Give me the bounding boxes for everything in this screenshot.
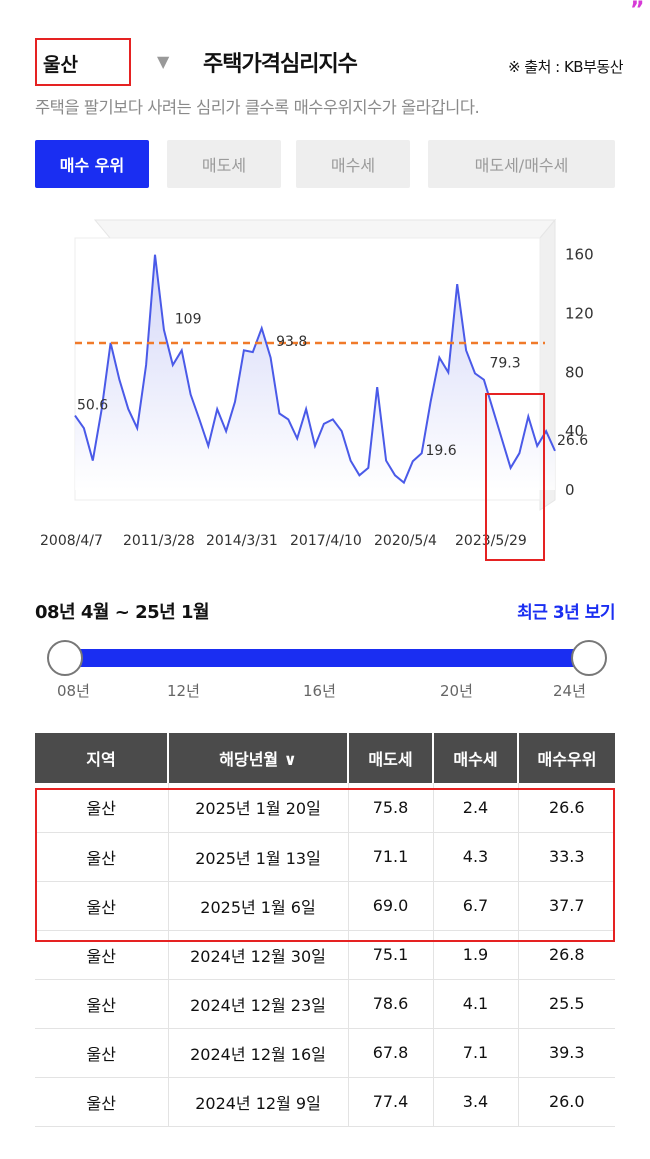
tab-buying[interactable]: 매수세 (296, 140, 410, 188)
series-line (74, 254, 556, 485)
region-select[interactable]: 울산 ▼ (35, 38, 195, 86)
cell-buyer-dominance: 26.6 (518, 783, 615, 833)
column-header-buyer-dominance: 매수우위 (518, 733, 615, 783)
table-row: 울산 2025년 1월 13일 71.1 4.3 33.3 (35, 832, 615, 882)
cell-date: 2024년 12월 9일 (168, 1077, 349, 1127)
table-row: 울산 2024년 12월 23일 78.6 4.1 25.5 (35, 979, 615, 1029)
cell-date: 2024년 12월 23일 (168, 979, 349, 1029)
index-chart-svg: 0 40 80 120 160 2008/4/7 2011/3/28 2014/3/31 201… (40, 218, 594, 549)
cell-region: 울산 (35, 783, 169, 833)
cell-selling: 69.0 (348, 881, 434, 931)
cell-date: 2025년 1월 13일 (168, 832, 349, 882)
slider-handle-start[interactable] (47, 640, 83, 676)
column-header-buying: 매수세 (433, 733, 519, 783)
y-tick-label: 40 (565, 422, 584, 440)
y-tick-label: 0 (565, 481, 575, 499)
slider-handle-end[interactable] (571, 640, 607, 676)
cell-buyer-dominance: 39.3 (518, 1028, 615, 1078)
quote-mark: ” (630, 0, 645, 23)
x-tick-label: 2023/5/29 (455, 533, 527, 549)
cell-buying: 7.1 (433, 1028, 519, 1078)
dropdown-triangle-icon[interactable]: ▼ (157, 52, 170, 71)
data-label: 93.8 (276, 334, 307, 350)
slider-track[interactable] (65, 649, 589, 667)
chart-highlight-box (485, 393, 545, 561)
cell-date: 2025년 1월 20일 (168, 783, 349, 833)
slider-tick: 16년 (303, 682, 336, 700)
tab-selling-buying[interactable]: 매도세/매수세 (428, 140, 615, 188)
slider-tick: 24년 (553, 682, 586, 700)
table-row: 울산 2024년 12월 16일 67.8 7.1 39.3 (35, 1028, 615, 1078)
cell-region: 울산 (35, 930, 169, 980)
cell-buyer-dominance: 26.0 (518, 1077, 615, 1127)
cell-selling: 71.1 (348, 832, 434, 882)
index-chart: 0 40 80 120 160 2008/4/7 2011/3/28 2014/3/31 201… (35, 200, 635, 580)
cell-buyer-dominance: 25.5 (518, 979, 615, 1029)
cell-selling: 77.4 (348, 1077, 434, 1127)
cell-selling: 75.8 (348, 783, 434, 833)
slider-tick: 20년 (440, 682, 473, 700)
page-title: 주택가격심리지수 (203, 52, 358, 77)
cell-selling: 67.8 (348, 1028, 434, 1078)
cell-date: 2024년 12월 16일 (168, 1028, 349, 1078)
cell-buying: 4.3 (433, 832, 519, 882)
x-tick-label: 2020/5/4 (374, 533, 437, 549)
y-tick-label: 160 (565, 246, 594, 264)
table-row: 울산 2024년 12월 30일 75.1 1.9 26.8 (35, 930, 615, 980)
cell-buyer-dominance: 37.7 (518, 881, 615, 931)
cell-region: 울산 (35, 1028, 169, 1078)
tab-bar: 매수 우위 매도세 매수세 매도세/매수세 (35, 140, 615, 188)
page-subtitle: 주택을 팔기보다 사려는 심리가 클수록 매수우위지수가 올라갑니다. (35, 98, 480, 117)
cell-region: 울산 (35, 979, 169, 1029)
cell-selling: 75.1 (348, 930, 434, 980)
slider-tick: 12년 (167, 682, 200, 700)
table-row: 울산 2025년 1월 20일 75.8 2.4 26.6 (35, 783, 615, 833)
cell-buying: 6.7 (433, 881, 519, 931)
data-label: 50.6 (77, 398, 108, 414)
cell-buying: 2.4 (433, 783, 519, 833)
region-highlight-box (35, 38, 131, 86)
data-table: 지역 해당년월 ∨ 매도세 매수세 매수우위 울산 2025년 1월 20일 7… (35, 733, 615, 1127)
range-row: 08년 4월 ~ 25년 1월 최근 3년 보기 (35, 596, 615, 626)
cell-buyer-dominance: 33.3 (518, 832, 615, 882)
table-row: 울산 2024년 12월 9일 77.4 3.4 26.0 (35, 1077, 615, 1127)
series-area (75, 254, 555, 490)
region-select-value: 울산 (43, 54, 78, 76)
range-label: 08년 4월 ~ 25년 1월 (35, 602, 210, 623)
y-tick-label: 120 (565, 305, 594, 323)
column-header-date[interactable]: 해당년월 ∨ (168, 733, 349, 783)
date-range-slider[interactable] (45, 638, 609, 678)
tab-buyer-dominance[interactable]: 매수 우위 (35, 140, 149, 188)
x-tick-label: 2011/3/28 (123, 533, 195, 549)
header: 울산 ▼ 주택가격심리지수 ※ 출처 : KB부동산 (35, 38, 625, 88)
x-tick-label: 2014/3/31 (206, 533, 278, 549)
recent-3-years-link[interactable]: 최근 3년 보기 (517, 603, 615, 623)
cell-buyer-dominance: 26.8 (518, 930, 615, 980)
table-row: 울산 2025년 1월 6일 69.0 6.7 37.7 (35, 881, 615, 931)
x-tick-label: 2008/4/7 (40, 533, 103, 549)
cell-buying: 1.9 (433, 930, 519, 980)
cell-region: 울산 (35, 881, 169, 931)
slider-ticks: 08년 12년 16년 20년 24년 (35, 680, 615, 704)
data-label: 26.6 (557, 433, 588, 449)
cell-buying: 3.4 (433, 1077, 519, 1127)
chart-frame-top (93, 219, 557, 239)
data-label: 19.6 (425, 443, 456, 459)
source-note: ※ 출처 : KB부동산 (507, 58, 624, 76)
table-header-row: 지역 해당년월 ∨ 매도세 매수세 매수우위 (35, 733, 615, 783)
cell-date: 2025년 1월 6일 (168, 881, 349, 931)
cell-region: 울산 (35, 1077, 169, 1127)
data-label: 79.3 (489, 355, 520, 371)
cell-selling: 78.6 (348, 979, 434, 1029)
data-label: 109 (175, 312, 202, 328)
tab-selling[interactable]: 매도세 (167, 140, 281, 188)
cell-region: 울산 (35, 832, 169, 882)
cell-date: 2024년 12월 30일 (168, 930, 349, 980)
y-tick-label: 80 (565, 363, 584, 381)
slider-tick: 08년 (57, 682, 90, 700)
column-header-region: 지역 (35, 733, 169, 783)
column-header-selling: 매도세 (348, 733, 434, 783)
x-tick-label: 2017/4/10 (290, 533, 362, 549)
cell-buying: 4.1 (433, 979, 519, 1029)
